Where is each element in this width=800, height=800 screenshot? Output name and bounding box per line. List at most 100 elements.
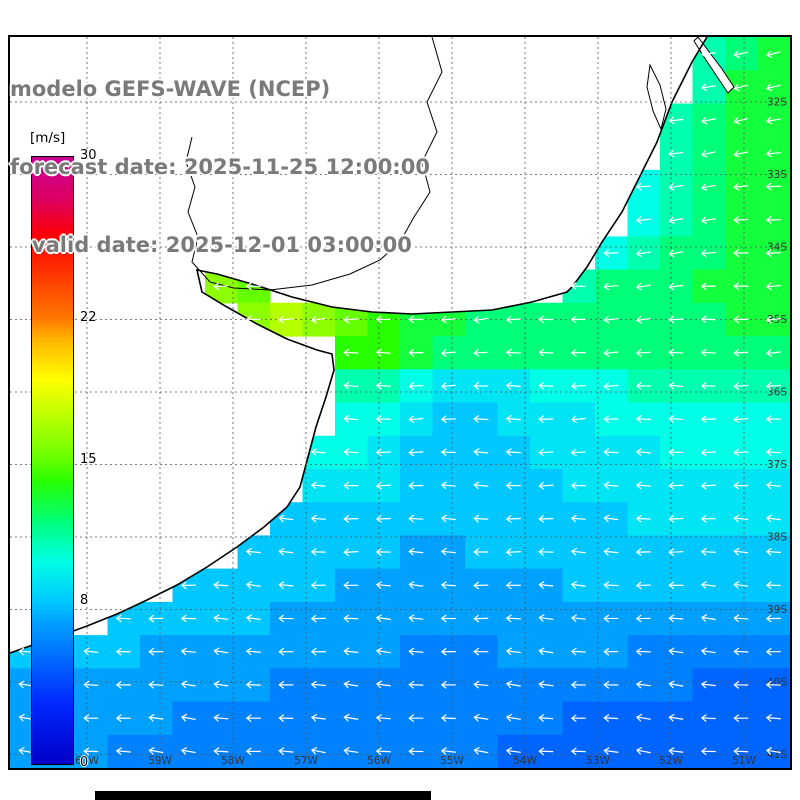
wind-arrow-icon	[18, 713, 34, 722]
wind-arrow-stroke	[473, 614, 480, 623]
wind-arrow-stroke	[766, 317, 781, 321]
wind-arrow-stroke	[734, 185, 749, 188]
wind-arrow-icon	[473, 481, 489, 490]
wind-arrow-stroke	[181, 716, 196, 721]
wind-arrow-stroke	[570, 514, 577, 523]
wind-arrow-stroke	[213, 614, 220, 623]
wind-arrow-stroke	[539, 484, 554, 487]
wind-arrow-icon	[570, 680, 586, 689]
wind-arrow-icon	[245, 580, 261, 589]
wind-arrow-stroke	[570, 680, 577, 689]
wind-arrow-stroke	[473, 514, 480, 523]
wind-arrow-icon	[700, 614, 716, 623]
wind-arrow-stroke	[636, 351, 651, 354]
colorbar-gradient	[31, 156, 74, 765]
longitude-label: 59W	[148, 755, 172, 767]
wind-arrow-stroke	[375, 348, 382, 357]
wind-arrow-stroke	[505, 448, 512, 457]
wind-arrow-stroke	[668, 481, 675, 490]
wind-arrow-icon	[765, 448, 781, 457]
wind-arrow-stroke	[604, 717, 619, 720]
longitude-label: 55W	[440, 755, 464, 767]
wind-arrow-icon	[668, 183, 684, 191]
wind-arrow-stroke	[766, 749, 781, 754]
wind-arrow-stroke	[570, 415, 577, 424]
wind-arrow-icon	[408, 747, 424, 756]
wind-arrow-stroke	[375, 448, 382, 457]
wind-arrow-icon	[765, 282, 781, 291]
wind-arrow-icon	[148, 680, 164, 689]
wind-arrow-icon	[603, 714, 619, 722]
wind-arrow-stroke	[669, 151, 684, 155]
map-canvas: 32S 60W 33S 59W 34S 58W 35S 57W 36S 56W 37S 55W 38S 5…	[10, 37, 790, 768]
wind-arrow-stroke	[571, 583, 586, 587]
wind-arrow-stroke	[246, 683, 261, 686]
wind-arrow-stroke	[441, 584, 456, 587]
wind-arrow-stroke	[310, 514, 317, 523]
wind-arrow-stroke	[506, 351, 521, 354]
wind-arrow-stroke	[668, 548, 675, 557]
wind-arrow-stroke	[375, 680, 383, 689]
wind-arrow-icon	[375, 747, 391, 756]
wind-arrow-stroke	[474, 716, 489, 720]
wind-arrow-stroke	[408, 382, 415, 391]
latitude-label: 38S	[767, 532, 787, 544]
wind-arrow-stroke	[245, 547, 252, 556]
wind-arrow-stroke	[636, 484, 651, 487]
wind-arrow-icon	[635, 414, 651, 423]
wind-arrow-stroke	[635, 216, 642, 225]
wind-arrow-icon	[148, 647, 164, 656]
coastline	[10, 37, 708, 654]
wind-arrow-stroke	[473, 581, 480, 590]
wind-arrow-stroke	[636, 185, 651, 188]
wind-arrow-stroke	[636, 218, 651, 222]
wind-arrow-stroke	[213, 713, 220, 722]
wind-arrow-icon	[375, 315, 391, 324]
wind-arrow-icon	[700, 315, 716, 324]
wind-arrow-stroke	[734, 84, 749, 90]
wind-arrow-icon	[733, 614, 749, 623]
wind-arrow-icon	[733, 382, 749, 391]
wind-arrow-icon	[668, 414, 684, 423]
wind-arrow-icon	[603, 282, 619, 291]
wind-arrow-icon	[343, 414, 359, 423]
wind-arrow-stroke	[311, 749, 326, 754]
latitude-label: 34S	[767, 242, 787, 254]
wind-arrow-icon	[733, 547, 749, 556]
wind-arrow-icon	[733, 680, 749, 689]
wind-arrow-stroke	[765, 481, 772, 490]
wind-arrow-stroke	[214, 584, 229, 587]
wind-arrow-icon	[538, 448, 554, 457]
wind-arrow-stroke	[635, 680, 643, 689]
wind-arrow-stroke	[766, 351, 781, 355]
wind-arrow-stroke	[19, 749, 34, 754]
wind-arrow-icon	[310, 581, 326, 590]
wind-arrow-stroke	[505, 713, 513, 722]
wind-arrow-stroke	[375, 614, 383, 623]
wind-arrow-stroke	[213, 680, 220, 689]
wind-arrow-stroke	[668, 414, 675, 423]
wind-arrow-stroke	[604, 285, 619, 288]
wind-arrow-stroke	[214, 750, 229, 753]
wind-arrow-stroke	[570, 348, 577, 357]
wind-arrow-icon	[310, 746, 326, 755]
wind-arrow-stroke	[473, 548, 480, 556]
wind-arrow-icon	[603, 581, 619, 590]
wind-arrow-icon	[635, 481, 651, 490]
wind-arrow-stroke	[474, 683, 489, 687]
wind-arrow-icon	[245, 547, 261, 556]
title-block: modelo GEFS-WAVE (NCEP) forecast date: 2…	[10, 24, 430, 310]
coastal-lagoon-spit	[693, 37, 735, 94]
wind-arrow-stroke	[506, 517, 521, 520]
wind-arrow-stroke	[538, 481, 545, 490]
wind-arrow-icon	[765, 215, 781, 224]
wind-arrow-stroke	[505, 381, 512, 390]
wind-arrow-stroke	[766, 384, 781, 387]
wind-arrow-stroke	[765, 581, 772, 590]
wind-arrow-stroke	[115, 614, 122, 623]
wind-arrow-stroke	[376, 517, 391, 520]
wind-arrow-stroke	[766, 50, 773, 59]
wind-arrow-stroke	[115, 680, 122, 689]
wind-arrow-stroke	[408, 647, 415, 656]
wind-arrow-stroke	[766, 451, 781, 454]
